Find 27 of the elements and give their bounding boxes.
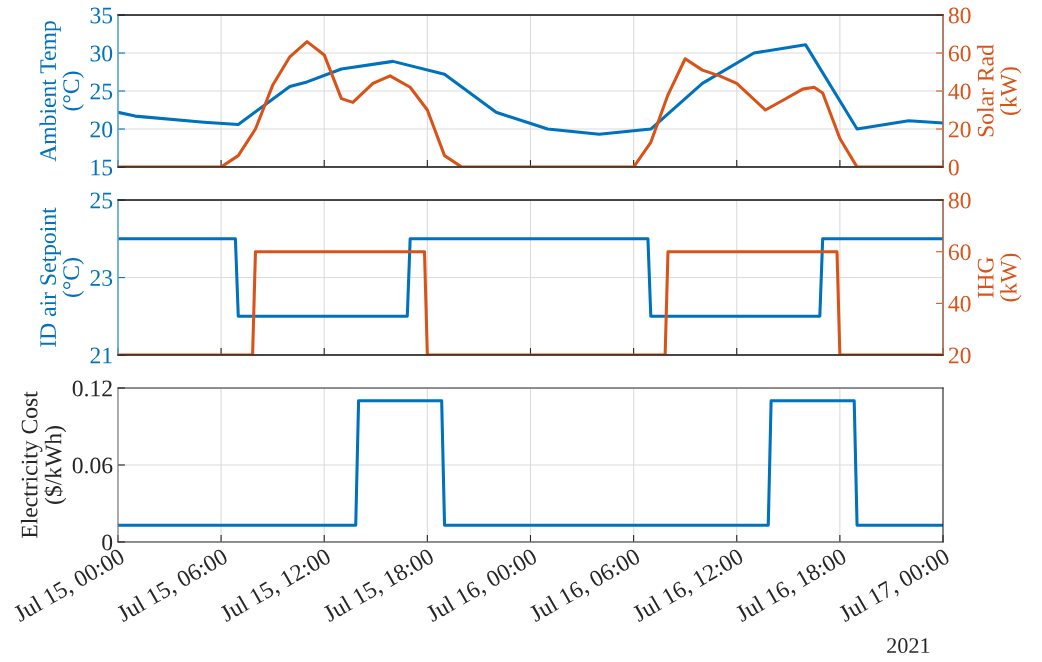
- y-axis-title: Electricity Cost ($/kWh): [20, 391, 67, 539]
- y-tick-label: 0: [102, 534, 113, 551]
- line-series: [117, 43, 944, 136]
- y-tick-label: 0.06: [72, 457, 113, 474]
- y-axis-title: Ambient Temp (°C): [39, 21, 84, 162]
- y2-axis-title: Solar Rad (kW): [977, 44, 1022, 137]
- y2-tick-label: 60: [948, 45, 971, 62]
- y2-tick-label: 20: [948, 347, 971, 364]
- y-tick-label: 0.12: [72, 380, 112, 397]
- y-tick-label: 30: [90, 45, 113, 62]
- y-tick-label: 23: [90, 270, 113, 286]
- y-tick-label: 15: [91, 159, 113, 176]
- y2-tick-label: 80: [948, 7, 971, 24]
- y-axis-title: ID air Setpoint (°C): [40, 207, 84, 347]
- y2-axis-title: IHG (kW): [977, 253, 1022, 302]
- y-tick-label: 21: [90, 347, 112, 364]
- y-tick-label: 25: [90, 83, 113, 100]
- y-tick-label: 25: [90, 192, 113, 209]
- y2-tick-label: 0: [948, 159, 959, 176]
- y2-tick-label: 40: [948, 295, 971, 312]
- y-tick-label: 35: [90, 7, 113, 24]
- y2-tick-label: 20: [948, 121, 971, 138]
- y2-tick-label: 60: [948, 244, 971, 261]
- y2-tick-label: 40: [948, 83, 971, 100]
- text: 2021: [887, 638, 930, 654]
- y-tick-label: 20: [90, 121, 113, 138]
- y2-tick-label: 80: [948, 192, 971, 209]
